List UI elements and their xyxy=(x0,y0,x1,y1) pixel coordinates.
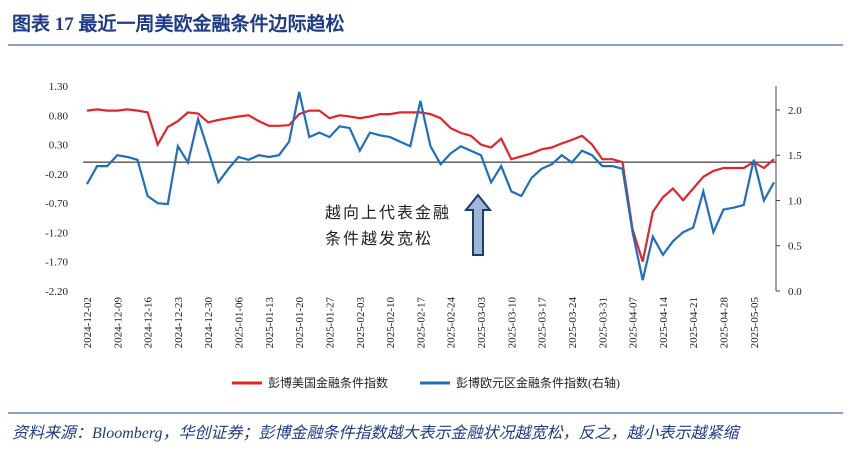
x-tick-label: 2025-02-10 xyxy=(385,297,397,349)
legend-label: 彭博美国金融条件指数 xyxy=(268,375,388,390)
series-line xyxy=(86,91,775,281)
series-line xyxy=(86,108,775,263)
y2-tick-label: 2.0 xyxy=(788,105,802,117)
x-tick-label: 2025-03-24 xyxy=(567,297,579,349)
y-tick-label: -1.70 xyxy=(45,257,68,269)
y-tick-label: 0.30 xyxy=(49,140,69,152)
x-tick-label: 2025-04-07 xyxy=(628,297,640,349)
y-tick-label: -1.20 xyxy=(45,227,68,239)
arrow xyxy=(463,193,493,256)
x-tick-label: 2024-12-16 xyxy=(143,297,155,349)
y-tick-label: -0.20 xyxy=(45,169,68,181)
y-tick-label: 1.30 xyxy=(49,81,69,93)
x-tick-label: 2025-02-24 xyxy=(446,297,458,349)
x-tick-label: 2025-01-27 xyxy=(324,297,336,349)
y2-tick-label: 0.5 xyxy=(788,241,802,253)
y-tick-label: 0.80 xyxy=(49,110,69,122)
y-tick-label: -2.20 xyxy=(45,286,68,298)
legend-label: 彭博欧元区金融条件指数(右轴) xyxy=(456,375,620,390)
annotation: 条件越发宽松 xyxy=(325,230,433,248)
x-tick-label: 2024-12-02 xyxy=(82,297,94,348)
x-tick-label: 2025-04-14 xyxy=(658,297,670,349)
x-tick-label: 2025-01-06 xyxy=(234,297,246,349)
y2-tick-label: 0.0 xyxy=(788,286,802,298)
y2-tick-label: 1.5 xyxy=(788,150,802,162)
x-tick-label: 2025-05-05 xyxy=(749,297,761,349)
x-tick-label: 2025-03-03 xyxy=(476,297,488,349)
x-tick-label: 2025-03-17 xyxy=(537,297,549,349)
y2-tick-label: 1.0 xyxy=(788,195,802,207)
x-tick-label: 2025-01-20 xyxy=(294,297,306,349)
x-tick-label: 2024-12-30 xyxy=(203,297,215,349)
x-tick-label: 2025-04-28 xyxy=(718,297,730,349)
x-tick-label: 2025-03-31 xyxy=(597,297,609,348)
x-tick-label: 2024-12-09 xyxy=(112,297,124,349)
annotation: 越向上代表金融 xyxy=(325,204,451,222)
x-tick-label: 2025-02-17 xyxy=(415,297,427,349)
x-tick-label: 2024-12-23 xyxy=(173,297,185,349)
chart-title: 图表 17 最近一周美欧金融条件边际趋松 xyxy=(12,12,345,35)
source-note: 资料来源：Bloomberg，华创证券；彭博金融条件指数越大表示金融状况越宽松，… xyxy=(12,425,739,442)
x-tick-label: 2025-03-10 xyxy=(506,297,518,349)
x-tick-label: 2025-01-13 xyxy=(264,297,276,349)
x-tick-label: 2025-04-21 xyxy=(688,297,700,348)
y-tick-label: -0.70 xyxy=(45,198,68,210)
x-tick-label: 2025-02-03 xyxy=(355,297,367,349)
